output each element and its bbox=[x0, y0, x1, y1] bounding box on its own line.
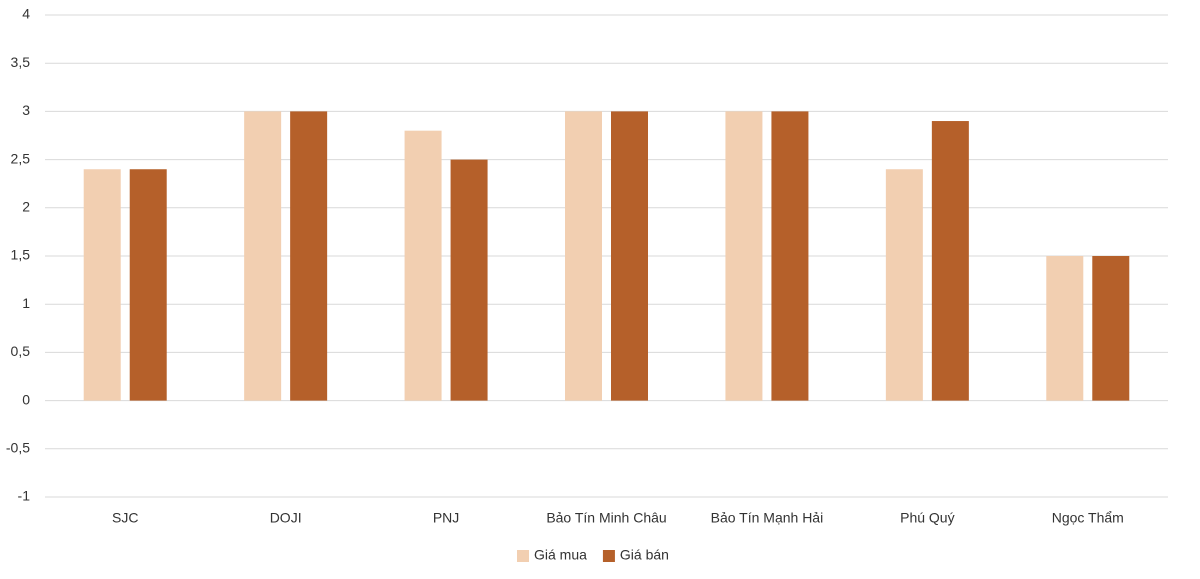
bar bbox=[290, 111, 328, 401]
legend-label: Giá bán bbox=[620, 547, 669, 563]
y-tick-label: 0,5 bbox=[11, 343, 31, 359]
y-tick-label: 1 bbox=[22, 295, 30, 311]
bar bbox=[129, 169, 167, 401]
x-tick-label: Bảo Tín Mạnh Hải bbox=[711, 510, 824, 526]
y-tick-label: 2 bbox=[22, 199, 30, 215]
x-tick-label: SJC bbox=[112, 510, 138, 526]
bar bbox=[611, 111, 648, 401]
bar bbox=[931, 121, 969, 401]
x-tick-label: Phú Quý bbox=[900, 510, 954, 526]
bar bbox=[565, 111, 602, 401]
y-tick-label: 0 bbox=[22, 391, 30, 407]
bar bbox=[244, 111, 282, 401]
y-tick-label: 3 bbox=[22, 102, 30, 118]
bar bbox=[1046, 256, 1084, 401]
x-tick-label: Bảo Tín Minh Châu bbox=[546, 510, 666, 526]
bar bbox=[771, 111, 809, 401]
y-tick-label: 1,5 bbox=[11, 247, 31, 263]
bar bbox=[450, 159, 488, 401]
x-tick-label: DOJI bbox=[270, 510, 302, 526]
legend-swatch bbox=[517, 550, 529, 562]
bar bbox=[725, 111, 763, 401]
y-tick-label: -0,5 bbox=[6, 440, 30, 456]
x-tick-label: Ngọc Thẩm bbox=[1052, 510, 1124, 526]
legend-label: Giá mua bbox=[534, 547, 587, 563]
legend-swatch bbox=[602, 550, 615, 562]
y-tick-label: 3,5 bbox=[11, 54, 31, 70]
bar bbox=[404, 130, 442, 401]
bar bbox=[1092, 256, 1130, 401]
x-tick-label: PNJ bbox=[433, 510, 459, 526]
bar bbox=[83, 169, 121, 401]
y-tick-label: 2,5 bbox=[11, 150, 31, 166]
y-tick-label: -1 bbox=[18, 488, 31, 504]
bar bbox=[885, 169, 923, 401]
y-tick-label: 4 bbox=[22, 6, 30, 22]
